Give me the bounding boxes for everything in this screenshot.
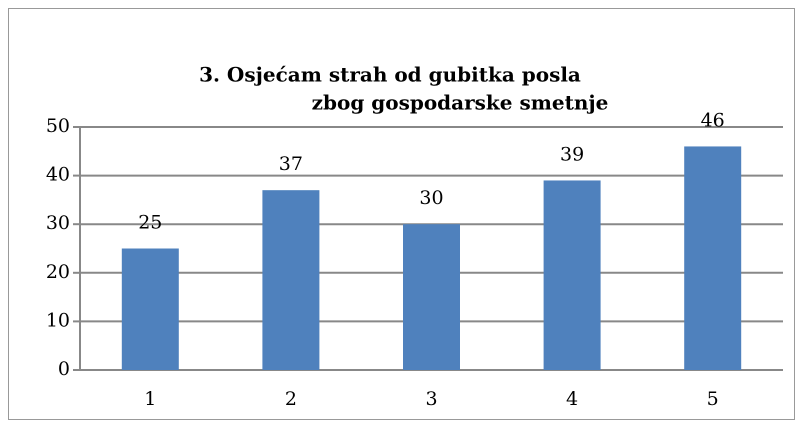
y-tick-label: 40: [46, 164, 70, 186]
value-label: 25: [138, 212, 162, 234]
y-tick-label: 0: [58, 358, 70, 380]
chart-title: 3. Osjećam strah od gubitka posla: [199, 63, 581, 87]
value-label: 30: [419, 187, 443, 209]
x-tick-label: 1: [144, 388, 156, 410]
bar: [684, 146, 742, 370]
y-tick-label: 50: [46, 115, 70, 137]
x-tick-label: 5: [707, 388, 719, 410]
value-label: 37: [279, 153, 303, 175]
chart-title: zbog gospodarske smetnje: [312, 91, 609, 115]
x-tick-label: 4: [566, 388, 578, 410]
x-tick-label: 2: [285, 388, 297, 410]
y-tick-label: 20: [46, 261, 70, 283]
bar: [543, 180, 601, 370]
y-tick-label: 30: [46, 212, 70, 234]
x-tick-label: 3: [425, 388, 437, 410]
value-label: 46: [701, 109, 725, 131]
bar: [403, 224, 460, 370]
bar: [262, 190, 320, 370]
bar: [121, 248, 179, 370]
value-label: 39: [560, 143, 584, 165]
y-tick-label: 10: [46, 309, 70, 331]
